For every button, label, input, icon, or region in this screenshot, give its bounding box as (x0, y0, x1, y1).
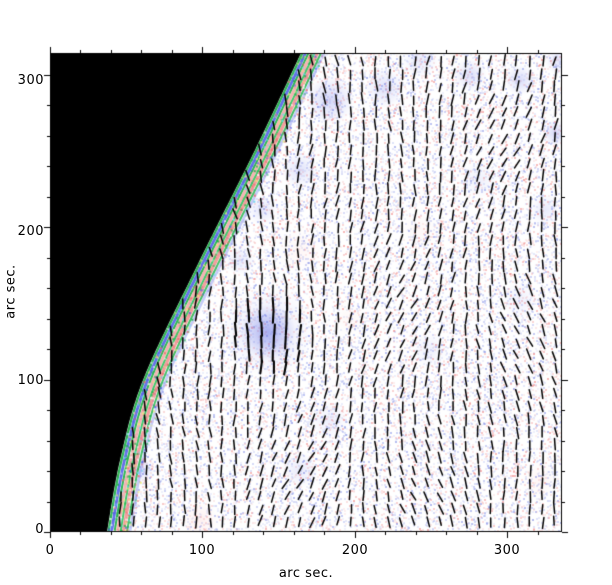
y-tick-label-300: 300 (17, 73, 44, 88)
x-tick-label-100: 100 (188, 543, 216, 558)
y-tick-label-0: 0 (35, 522, 44, 537)
y-axis-title: arc sec. (3, 264, 19, 319)
x-tick-label-300: 300 (493, 543, 521, 558)
x-axis-title: arc sec. (278, 566, 334, 581)
y-tick-label-100: 100 (17, 373, 44, 388)
x-tick-label-0: 0 (45, 543, 55, 558)
y-tick-label-200: 200 (17, 224, 44, 239)
x-tick-label-200: 200 (341, 543, 369, 558)
